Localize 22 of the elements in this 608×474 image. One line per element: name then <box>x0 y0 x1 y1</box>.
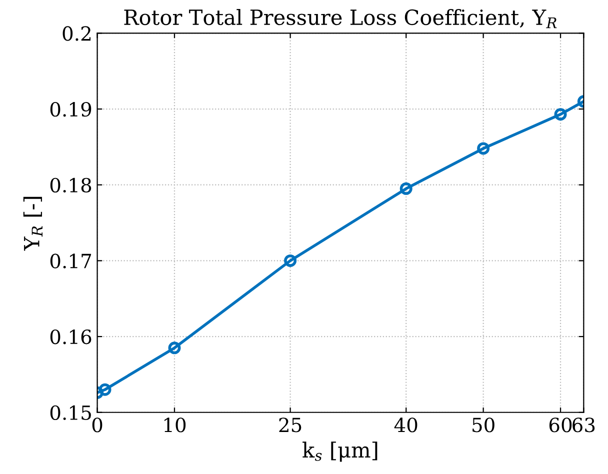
y-tick-label: 0.2 <box>62 26 91 41</box>
y-tick-label: 0.15 <box>50 405 91 420</box>
point <box>400 182 412 195</box>
y-tick-label: 0.17 <box>50 254 92 268</box>
point <box>554 108 567 121</box>
x-axis-title: k$_{s}$ [μm] <box>302 442 378 462</box>
chart-title: Rotor Total Pressure Loss Coefficient, Y$_{R}$ <box>124 9 557 28</box>
x-tick-label: 63 <box>572 418 595 432</box>
x-tick-label: 0 <box>92 418 102 432</box>
y-tick-label: 0.16 <box>50 329 92 344</box>
x-tick-label: 50 <box>472 418 494 432</box>
x-tick-label: 40 <box>394 418 418 432</box>
x-tick-label: 10 <box>164 418 186 432</box>
point <box>477 142 490 155</box>
x-tick-label: 25 <box>279 418 302 432</box>
point <box>284 254 297 267</box>
y-tick-label: 0.19 <box>50 102 92 117</box>
y-axis-title: Y$_{R}$ [-] <box>23 196 42 251</box>
point <box>168 342 181 354</box>
point <box>98 383 112 396</box>
x-tick-label: 60 <box>549 418 572 432</box>
y-tick-label: 0.18 <box>50 178 92 193</box>
